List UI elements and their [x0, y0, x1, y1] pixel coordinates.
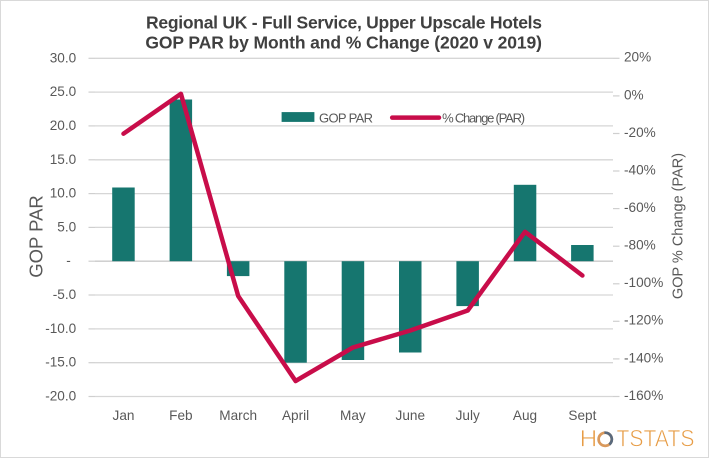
svg-text:Feb: Feb	[169, 408, 192, 423]
svg-text:0%: 0%	[624, 87, 644, 102]
svg-text:-40%: -40%	[624, 162, 656, 177]
svg-text:GOP % Change (PAR): GOP % Change (PAR)	[671, 153, 687, 299]
svg-text:-20.0: -20.0	[45, 388, 76, 403]
svg-text:30.0: 30.0	[50, 50, 77, 65]
svg-text:March: March	[219, 408, 257, 423]
svg-text:20%: 20%	[624, 50, 651, 65]
svg-text:25.0: 25.0	[50, 84, 77, 99]
svg-text:May: May	[340, 408, 366, 423]
svg-text:5.0: 5.0	[57, 219, 76, 234]
svg-text:GOP PAR by Month and % Change: GOP PAR by Month and % Change (2020 v 20…	[145, 32, 542, 52]
svg-text:Aug: Aug	[513, 408, 537, 423]
svg-text:15.0: 15.0	[50, 152, 77, 167]
svg-text:June: June	[396, 408, 425, 423]
svg-text:-10.0: -10.0	[45, 321, 76, 336]
svg-text:TSTATS: TSTATS	[617, 426, 695, 453]
svg-text:20.0: 20.0	[50, 118, 77, 133]
svg-text:April: April	[282, 408, 309, 423]
svg-text:-120%: -120%	[624, 313, 663, 328]
svg-text:GOP PAR: GOP PAR	[319, 110, 373, 125]
svg-text:-80%: -80%	[624, 238, 656, 253]
svg-text:10.0: 10.0	[50, 186, 77, 201]
svg-text:-: -	[66, 253, 71, 268]
svg-text:-160%: -160%	[624, 388, 663, 403]
svg-text:-100%: -100%	[624, 275, 663, 290]
svg-text:Sept: Sept	[568, 408, 596, 423]
svg-text:GOP PAR: GOP PAR	[26, 195, 47, 278]
svg-text:-20%: -20%	[624, 125, 656, 140]
svg-text:Jan: Jan	[113, 408, 135, 423]
svg-text:Regional UK - Full Service, Up: Regional UK - Full Service, Upper Upscal…	[146, 13, 542, 33]
svg-text:-60%: -60%	[624, 200, 656, 215]
svg-text:H: H	[580, 426, 598, 453]
svg-text:-5.0: -5.0	[53, 287, 77, 302]
svg-text:-15.0: -15.0	[45, 355, 76, 370]
svg-text:July: July	[456, 408, 480, 423]
svg-text:% Change (PAR): % Change (PAR)	[442, 110, 525, 125]
svg-text:-140%: -140%	[624, 350, 663, 365]
